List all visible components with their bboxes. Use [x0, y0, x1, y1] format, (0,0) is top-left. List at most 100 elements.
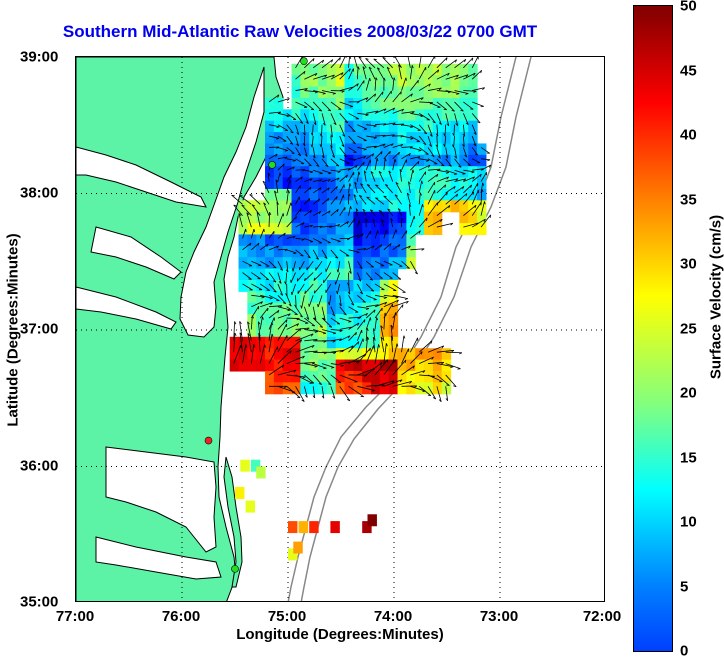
- velocity-cell: [247, 223, 256, 235]
- velocity-cell: [406, 98, 415, 110]
- velocity-vector-head: [293, 253, 296, 254]
- velocity-cell: [309, 521, 318, 533]
- velocity-cell: [293, 542, 302, 554]
- velocity-cell: [274, 166, 283, 178]
- velocity-cell: [380, 132, 389, 144]
- velocity-cell: [283, 132, 292, 144]
- velocity-vector-head: [364, 162, 365, 165]
- station-marker: [205, 437, 212, 444]
- velocity-cell: [336, 371, 345, 383]
- velocity-cell: [424, 75, 433, 87]
- velocity-vector-head: [328, 173, 331, 174]
- velocity-cell: [353, 143, 362, 155]
- velocity-vector-head: [490, 215, 491, 218]
- velocity-cell: [274, 234, 283, 246]
- velocity-cell: [345, 143, 354, 155]
- velocity-cell: [283, 200, 292, 212]
- velocity-cell: [477, 223, 486, 235]
- velocity-cell: [288, 521, 297, 533]
- velocity-cell: [318, 348, 327, 360]
- velocity-cell: [362, 314, 371, 326]
- velocity-cell: [468, 109, 477, 121]
- velocity-cell: [442, 348, 451, 360]
- velocity-cell: [292, 234, 301, 246]
- velocity-cell: [406, 360, 415, 372]
- velocity-cell: [292, 178, 301, 190]
- velocity-cell: [362, 234, 371, 246]
- velocity-cell: [442, 132, 451, 144]
- velocity-cell: [309, 166, 318, 178]
- velocity-cell: [336, 87, 345, 99]
- velocity-cell: [336, 314, 345, 326]
- velocity-cell: [239, 269, 248, 281]
- velocity-cell: [336, 246, 345, 258]
- velocity-cell: [345, 132, 354, 144]
- velocity-vector-head: [371, 267, 374, 268]
- velocity-cell: [336, 257, 345, 269]
- velocity-cell: [362, 132, 371, 144]
- velocity-cell: [371, 223, 380, 235]
- velocity-cell: [274, 360, 283, 372]
- velocity-cell: [459, 212, 468, 224]
- colorbar-tick: 30: [680, 256, 697, 273]
- velocity-cell: [336, 212, 345, 224]
- velocity-cell: [442, 98, 451, 110]
- velocity-cell: [247, 246, 256, 258]
- velocity-cell: [309, 75, 318, 87]
- velocity-cell: [398, 98, 407, 110]
- velocity-cell: [309, 223, 318, 235]
- velocity-cell: [389, 246, 398, 258]
- velocity-cell: [283, 360, 292, 372]
- velocity-vector-head: [318, 304, 319, 307]
- velocity-cell: [274, 143, 283, 155]
- y-axis-label: Latitude (Degrees:Minutes): [5, 233, 22, 426]
- velocity-cell: [424, 360, 433, 372]
- colorbar-tick: 50: [680, 0, 697, 15]
- velocity-cell: [380, 98, 389, 110]
- velocity-cell: [300, 155, 309, 167]
- velocity-cell: [274, 371, 283, 383]
- velocity-cell: [362, 257, 371, 269]
- velocity-cell: [380, 75, 389, 87]
- velocity-cell: [327, 269, 336, 281]
- velocity-cell: [265, 382, 274, 394]
- ytick-label: 38:00: [20, 185, 58, 202]
- velocity-vector-head: [297, 278, 298, 281]
- velocity-cell: [433, 155, 442, 167]
- colorbar-tick: 35: [680, 192, 697, 209]
- velocity-cell: [442, 371, 451, 383]
- velocity-cell: [380, 121, 389, 133]
- colorbar-tick: 40: [680, 127, 697, 144]
- velocity-cell: [327, 246, 336, 258]
- velocity-cell: [309, 132, 318, 144]
- velocity-cell: [371, 291, 380, 303]
- velocity-cell: [353, 75, 362, 87]
- colorbar-label: Surface Velocity (cm/s): [708, 215, 724, 379]
- velocity-cell: [256, 467, 265, 479]
- velocity-cell: [300, 189, 309, 201]
- velocity-cell: [415, 121, 424, 133]
- velocity-cell: [239, 223, 248, 235]
- velocity-cell: [442, 75, 451, 87]
- velocity-cell: [459, 64, 468, 76]
- velocity-cell: [256, 348, 265, 360]
- velocity-cell: [362, 269, 371, 281]
- velocity-cell: [318, 132, 327, 144]
- velocity-cell: [265, 246, 274, 258]
- velocity-cell: [247, 291, 256, 303]
- velocity-vector-head: [406, 78, 407, 81]
- velocity-cell: [256, 246, 265, 258]
- velocity-cell: [318, 200, 327, 212]
- velocity-cell: [283, 223, 292, 235]
- velocity-cell: [292, 291, 301, 303]
- velocity-cell: [274, 98, 283, 110]
- velocity-cell: [300, 360, 309, 372]
- velocity-cell: [389, 223, 398, 235]
- velocity-cell: [318, 178, 327, 190]
- velocity-vector-head: [320, 173, 323, 174]
- velocity-cell: [300, 212, 309, 224]
- velocity-vector-head: [405, 299, 408, 300]
- colorbar-tick: 25: [680, 321, 697, 338]
- map-plot-area[interactable]: [75, 56, 605, 602]
- velocity-cell: [398, 234, 407, 246]
